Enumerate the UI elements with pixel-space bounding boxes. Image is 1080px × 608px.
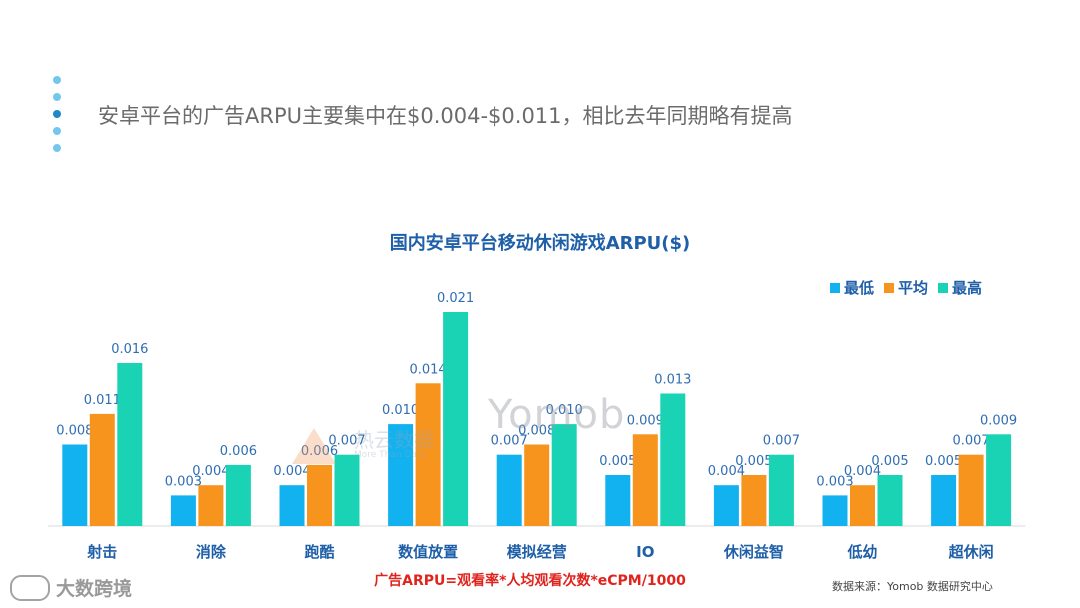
data-label: 0.005 (925, 454, 962, 469)
rewu-watermark: 热云数据 More Than Data (292, 424, 462, 474)
dot (53, 144, 61, 152)
slide-bullet-dots (53, 76, 63, 161)
data-label: 0.005 (735, 454, 772, 469)
legend-label-avg: 平均 (898, 279, 929, 297)
legend-swatch-avg (884, 282, 895, 293)
bar-min (605, 475, 631, 526)
category-label: 射击 (86, 543, 117, 561)
bar-min (62, 444, 88, 526)
bar-min (496, 454, 522, 526)
bar-max (768, 454, 794, 526)
category-label: 数值放置 (398, 543, 458, 561)
category-label: 模拟经营 (507, 543, 567, 561)
data-label: 0.008 (518, 424, 555, 439)
bar-max (117, 363, 143, 526)
bar-avg (198, 485, 224, 526)
bar-min (170, 495, 196, 526)
category-label: 超休闲 (948, 543, 994, 561)
bar-min (388, 424, 414, 526)
dashu-watermark-text: 大数跨境 (56, 578, 133, 600)
bar-max (225, 464, 251, 526)
bar-avg (632, 434, 658, 526)
rewu-logo-icon (292, 428, 336, 464)
rewu-watermark-sub: More Than Data (354, 450, 426, 460)
data-label: 0.004 (844, 464, 881, 479)
bar-avg (850, 485, 875, 526)
data-label: 0.007 (763, 434, 800, 449)
category-label: 消除 (196, 543, 227, 561)
bar-min (713, 485, 739, 526)
bar-avg (958, 454, 984, 526)
bar-max (334, 454, 360, 526)
bar-avg (307, 464, 332, 526)
data-label: 0.003 (816, 474, 853, 489)
data-label: 0.011 (84, 393, 121, 408)
data-label: 0.006 (301, 444, 338, 459)
data-label: 0.010 (382, 403, 419, 418)
bar-min (279, 485, 305, 526)
category-label: 跑酷 (304, 543, 334, 561)
legend-label-min: 最低 (844, 279, 875, 297)
data-label: 0.009 (980, 413, 1017, 428)
dot (53, 76, 61, 84)
bar-avg (415, 383, 441, 526)
dot (53, 93, 61, 101)
data-label: 0.007 (328, 434, 365, 449)
bar-max (443, 312, 469, 526)
data-label: 0.008 (56, 424, 93, 439)
bar-min (931, 475, 957, 526)
data-source: 数据来源：Yomob 数据研究中心 (832, 580, 993, 593)
dashu-logo-icon (10, 574, 50, 601)
chart-title: 国内安卓平台移动休闲游戏ARPU($) (389, 233, 691, 254)
data-label: 0.006 (220, 444, 257, 459)
data-label: 0.005 (599, 454, 636, 469)
legend-item-max: 最高 (938, 277, 982, 298)
dot (53, 127, 61, 135)
bar-avg (524, 444, 550, 526)
arpu-formula: 广告ARPU=观看率*人均观看次数*eCPM/1000 (374, 573, 686, 589)
data-label: 0.004 (273, 464, 310, 479)
category-label: 休闲益智 (723, 543, 784, 561)
legend-label-max: 最高 (952, 279, 983, 297)
data-label: 0.004 (192, 464, 229, 479)
yomob-watermark: Yomob (488, 392, 626, 438)
data-label: 0.005 (871, 454, 908, 469)
legend-swatch-min (830, 282, 840, 293)
data-label: 0.003 (165, 474, 202, 489)
data-label: 0.004 (708, 464, 745, 479)
data-label: 0.007 (952, 434, 989, 449)
data-label: 0.010 (546, 403, 583, 418)
legend-item-min: 最低 (830, 277, 874, 298)
data-label: 0.013 (654, 373, 691, 388)
chart-legend: 最低 平均 最高 (830, 277, 982, 298)
data-label: 0.021 (437, 291, 474, 306)
data-label: 0.016 (111, 342, 148, 357)
dot-active (53, 110, 61, 118)
dashu-watermark: 大数跨境 (10, 574, 132, 601)
bar-max (877, 475, 903, 526)
bar-max (551, 424, 577, 526)
data-label: 0.009 (627, 413, 664, 428)
bar-max (660, 393, 686, 526)
data-label: 0.014 (409, 362, 446, 377)
slide-headline: 安卓平台的广告ARPU主要集中在$0.004-$0.011，相比去年同期略有提高 (98, 104, 793, 128)
legend-item-avg: 平均 (884, 277, 928, 298)
category-label: IO (636, 543, 654, 561)
bar-min (822, 495, 848, 526)
category-label: 低幼 (846, 543, 877, 561)
rewu-watermark-text: 热云数据 (354, 428, 434, 452)
legend-swatch-max (938, 282, 949, 293)
bar-avg (741, 475, 767, 526)
bar-avg (89, 413, 115, 526)
bar-max (986, 434, 1012, 526)
data-label: 0.007 (491, 434, 528, 449)
